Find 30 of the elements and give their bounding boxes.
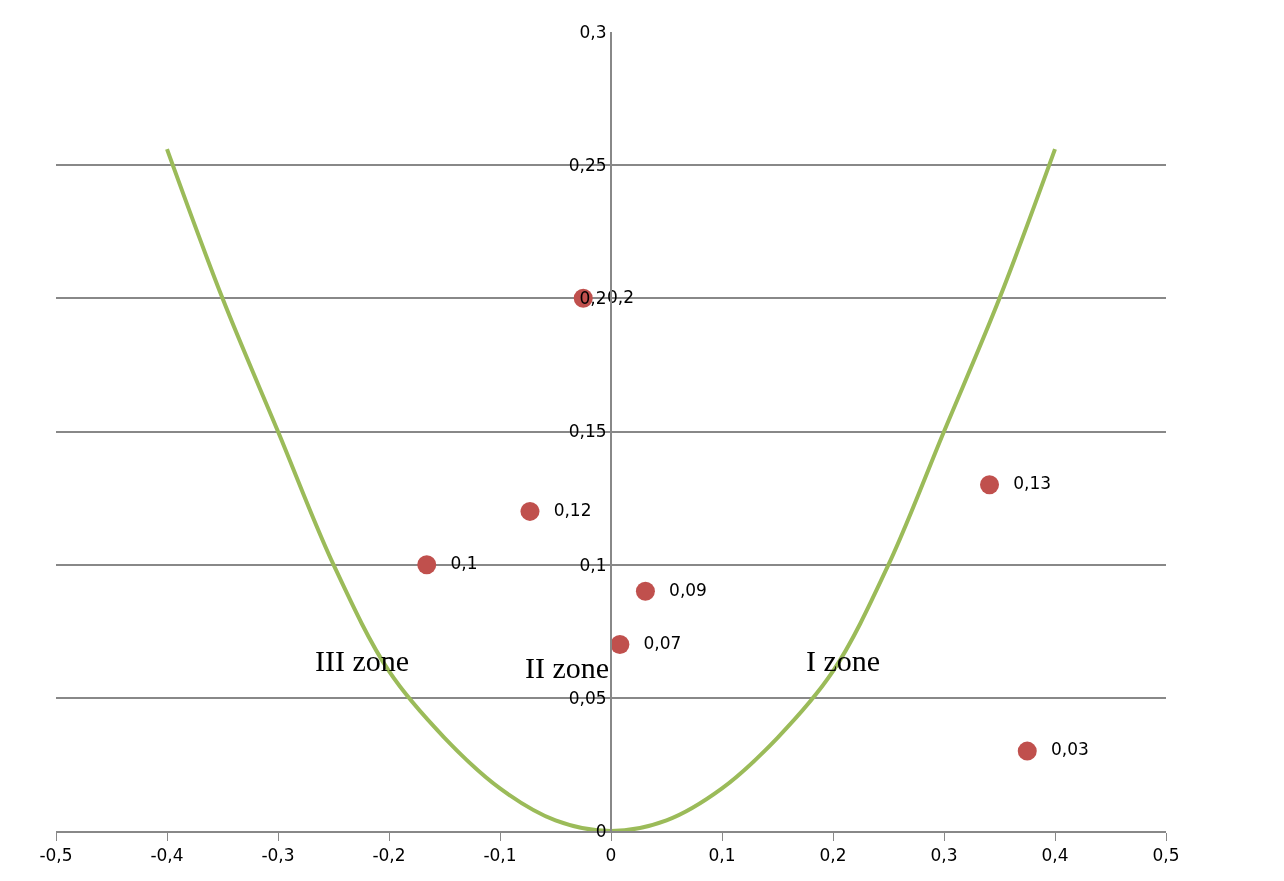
data-label: 0,09: [658, 579, 707, 600]
x-tick-label: -0,3: [261, 845, 295, 866]
x-tick-label: -0,1: [483, 845, 517, 866]
y-tick-label: 0,2: [579, 288, 607, 309]
x-tick-label: 0,3: [930, 845, 958, 866]
data-label: 0,13: [1002, 473, 1052, 494]
y-tick-label: 0: [595, 820, 607, 841]
x-tick-label: 0,5: [1152, 845, 1180, 866]
point: [635, 581, 655, 601]
annotation: II zone: [525, 651, 610, 684]
data-label: 0,12: [542, 499, 592, 520]
x-tick-label: 0,4: [1041, 845, 1069, 866]
data-label: 0,03: [1040, 739, 1089, 760]
data-label: 0,1: [439, 552, 478, 573]
point: [1017, 741, 1037, 761]
point: [610, 635, 630, 655]
y-tick-label: 0,3: [579, 21, 607, 42]
y-tick-label: 0,05: [568, 687, 607, 708]
point: [417, 555, 437, 575]
x-tick-label: 0,1: [708, 845, 736, 866]
x-tick-label: 0,2: [819, 845, 847, 866]
x-tick-label: -0,5: [39, 845, 73, 866]
point: [520, 501, 540, 521]
point: [980, 475, 1000, 495]
y-tick-label: 0,15: [568, 421, 607, 442]
y-tick-label: 0,1: [579, 554, 607, 575]
y-tick-label: 0,25: [568, 155, 607, 176]
x-tick-label: -0,2: [372, 845, 406, 866]
data-label: 0,07: [632, 632, 682, 653]
x-tick-label: -0,4: [150, 845, 184, 866]
